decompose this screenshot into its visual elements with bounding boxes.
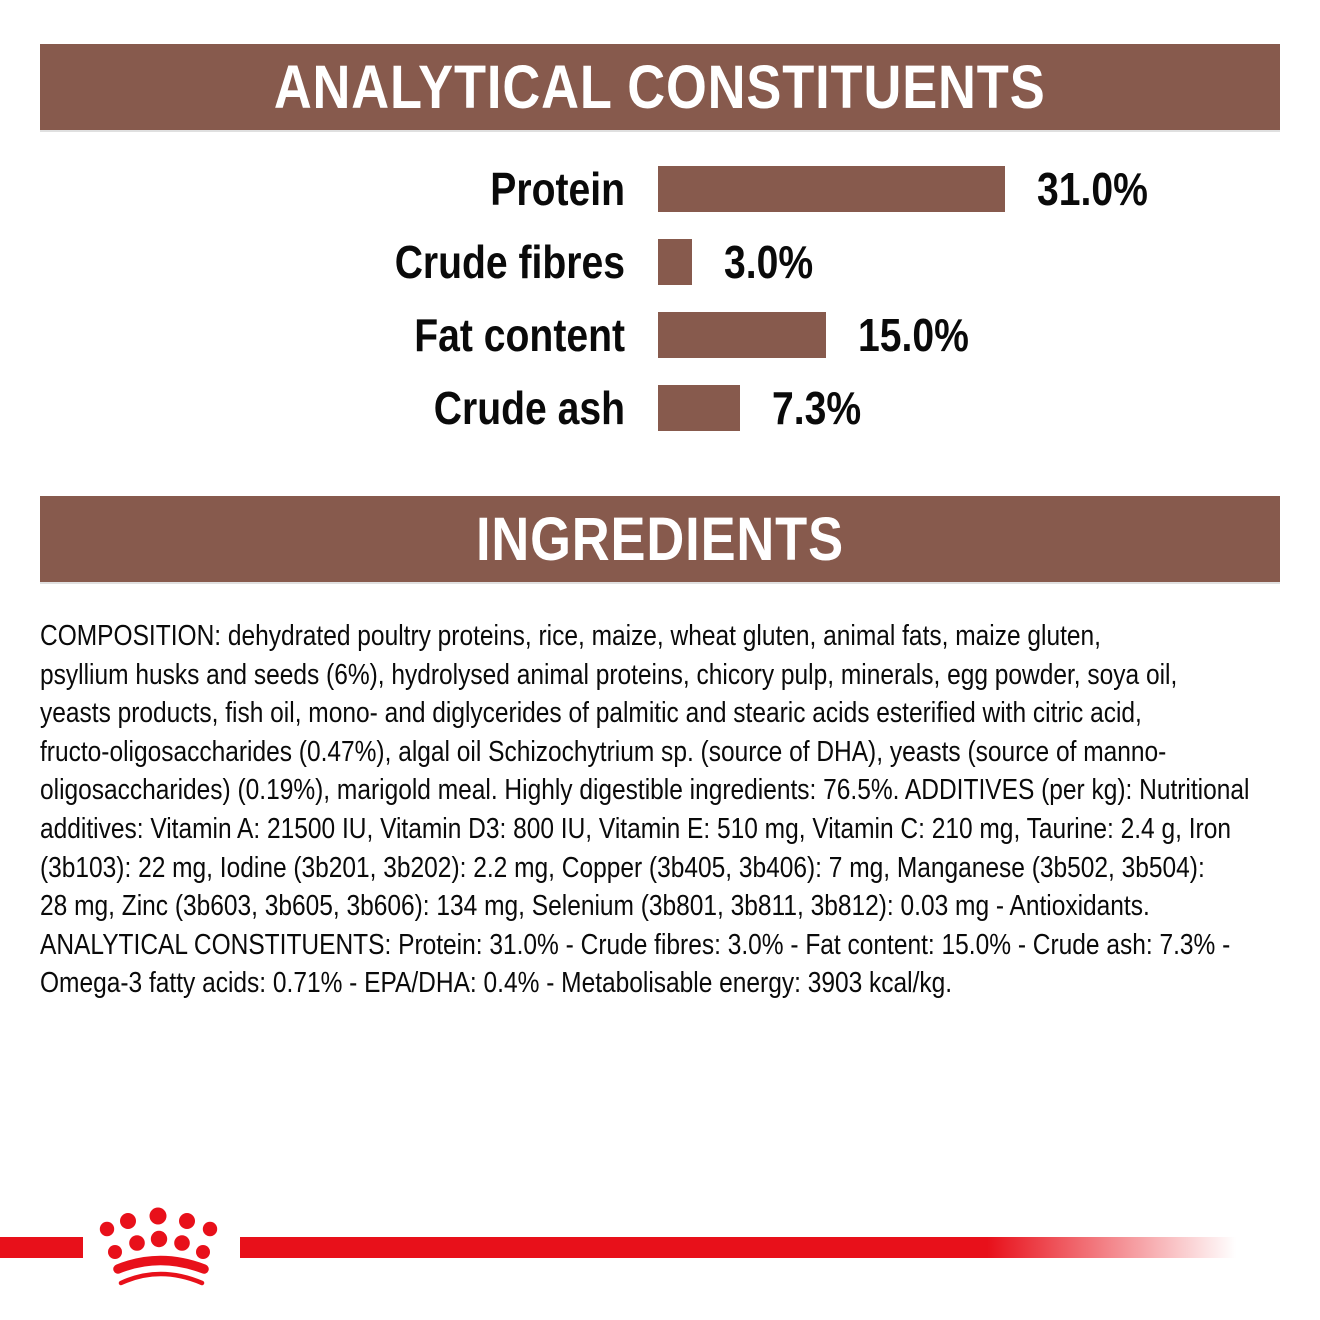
chart-row: Protein 31.0%: [0, 166, 1320, 212]
text-line: COMPOSITION: dehydrated poultry proteins…: [40, 620, 1101, 652]
red-divider-right: [240, 1237, 1236, 1258]
chart-value-label: 3.0%: [723, 236, 813, 288]
text-line: ANALYTICAL CONSTITUENTS: Protein: 31.0% …: [40, 928, 1231, 961]
ingredients-header: INGREDIENTS: [40, 496, 1280, 582]
text-line: yeasts products, fish oil, mono- and dig…: [40, 697, 1142, 730]
royal-canin-crown-icon: [99, 1207, 218, 1286]
chart-value-label: 15.0%: [858, 309, 969, 361]
text-line: psyllium husks and seeds (6%), hydrolyse…: [40, 658, 1178, 691]
chart-value-label: 7.3%: [771, 382, 861, 434]
chart-row-label: Crude fibres: [394, 236, 625, 288]
chart-bar: [658, 239, 692, 285]
analytical-constituents-title: ANALYTICAL CONSTITUENTS: [274, 53, 1046, 121]
chart-row: Fat content 15.0%: [0, 312, 1320, 358]
red-divider-left: [0, 1237, 83, 1258]
text-line: (3b103): 22 mg, Iodine (3b201, 3b202): 2…: [40, 851, 1205, 884]
chart-bar: [658, 385, 740, 431]
text-line: oligosaccharides) (0.19%), marigold meal…: [40, 774, 1250, 807]
chart-row-label: Protein: [490, 163, 625, 215]
chart-row-label: Crude ash: [433, 382, 625, 434]
composition-text: COMPOSITION: dehydrated poultry proteins…: [40, 617, 1310, 1003]
text-line: Omega-3 fatty acids: 0.71% - EPA/DHA: 0.…: [40, 967, 953, 1000]
chart-value-label: 31.0%: [1037, 163, 1149, 215]
chart-row-label: Fat content: [414, 309, 625, 361]
ingredients-title: INGREDIENTS: [476, 505, 844, 573]
text-line: fructo-oligosaccharides (0.47%), algal o…: [40, 735, 1167, 768]
text-line: additives: Vitamin A: 21500 IU, Vitamin …: [40, 812, 1231, 845]
chart-bar: [658, 312, 826, 358]
chart-row: Crude ash 7.3%: [0, 385, 1320, 431]
chart-bar: [658, 166, 1006, 212]
text-line: 28 mg, Zinc (3b603, 3b605, 3b606): 134 m…: [40, 890, 1150, 923]
chart-row: Crude fibres 3.0%: [0, 239, 1320, 285]
analytical-constituents-chart: Protein 31.0% Crude fibres 3.0% Fat content 1…: [0, 166, 1320, 431]
analytical-constituents-header: ANALYTICAL CONSTITUENTS: [40, 44, 1280, 130]
